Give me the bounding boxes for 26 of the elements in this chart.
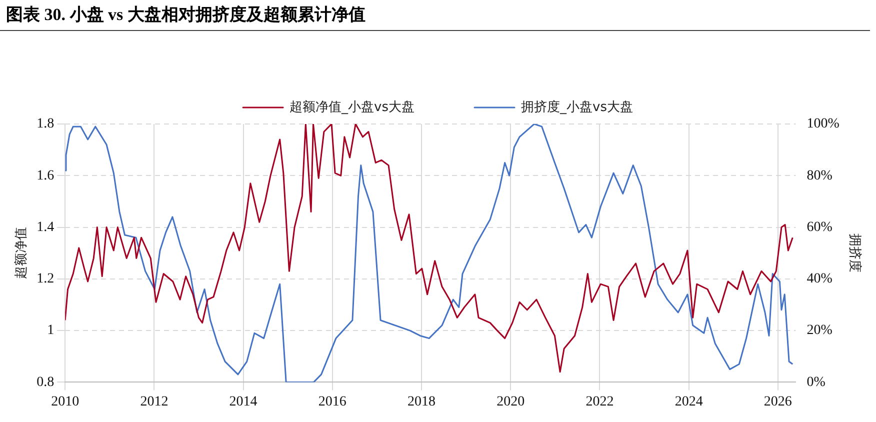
y2-tick-label: 20% <box>806 323 833 338</box>
y2-tick-label: 60% <box>806 220 833 235</box>
x-tick-label: 2026 <box>764 394 792 410</box>
x-tick-label: 2014 <box>229 394 258 410</box>
legend-label: 拥挤度_小盘vs大盘 <box>521 98 633 115</box>
y2-tick-label: 40% <box>806 272 833 287</box>
y2-axis-title: 拥挤度 <box>846 234 863 273</box>
x-tick-label: 2010 <box>51 394 80 410</box>
x-tick-label: 2018 <box>408 394 436 410</box>
x-tick-label: 2022 <box>586 394 614 410</box>
x-tick-label: 2020 <box>496 394 525 410</box>
y-tick-label: 0.8 <box>36 374 54 390</box>
y-tick-label: 1.6 <box>36 168 54 184</box>
y2-tick-label: 100% <box>806 116 840 132</box>
y-axis-title: 超额净值 <box>14 227 30 280</box>
y-tick-label: 1.4 <box>36 220 54 235</box>
y-tick-label: 1.2 <box>36 272 54 287</box>
y2-tick-label: 0% <box>806 374 826 390</box>
y2-tick-label: 80% <box>806 168 833 184</box>
x-tick-label: 2012 <box>140 394 168 410</box>
y-tick-label: 1.8 <box>36 116 54 132</box>
chart-title: 图表 30. 小盘 vs 大盘相对拥挤度及超额累计净值 <box>0 0 870 31</box>
x-tick-label: 2024 <box>674 394 703 410</box>
y-tick-label: 1 <box>47 323 54 338</box>
legend-label: 超额净值_小盘vs大盘 <box>290 100 414 115</box>
x-tick-label: 2016 <box>318 394 346 410</box>
